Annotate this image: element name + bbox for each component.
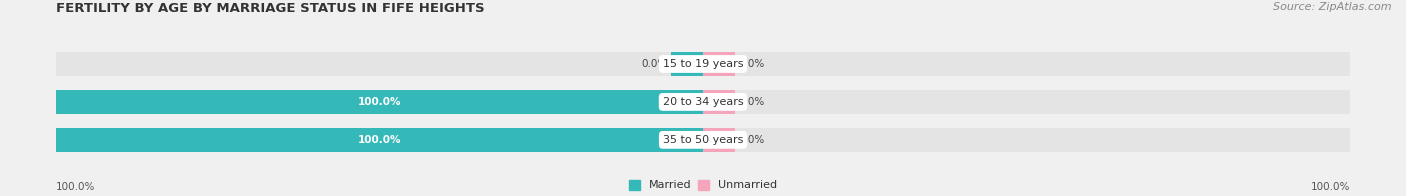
Bar (703, 90, 1350, 114)
Text: 100.0%: 100.0% (1310, 182, 1350, 192)
Legend: Married, Unmarried: Married, Unmarried (628, 180, 778, 191)
Bar (56, 128, 703, 152)
Bar (56, 52, 703, 76)
Text: 0.0%: 0.0% (738, 135, 765, 145)
Text: 0.0%: 0.0% (641, 59, 668, 69)
Text: Source: ZipAtlas.com: Source: ZipAtlas.com (1274, 2, 1392, 12)
Text: 0.0%: 0.0% (738, 59, 765, 69)
Bar (703, 52, 735, 76)
Bar (703, 128, 1350, 152)
Text: 0.0%: 0.0% (738, 97, 765, 107)
Text: 15 to 19 years: 15 to 19 years (662, 59, 744, 69)
Bar (703, 128, 735, 152)
Text: 100.0%: 100.0% (359, 135, 401, 145)
Bar (703, 52, 1350, 76)
Bar (703, 90, 735, 114)
Text: 20 to 34 years: 20 to 34 years (662, 97, 744, 107)
Text: 35 to 50 years: 35 to 50 years (662, 135, 744, 145)
Bar (56, 90, 703, 114)
Bar (56, 128, 703, 152)
Text: 100.0%: 100.0% (359, 97, 401, 107)
Bar (56, 90, 703, 114)
Text: 100.0%: 100.0% (56, 182, 96, 192)
Text: FERTILITY BY AGE BY MARRIAGE STATUS IN FIFE HEIGHTS: FERTILITY BY AGE BY MARRIAGE STATUS IN F… (56, 2, 485, 15)
Bar (671, 52, 703, 76)
